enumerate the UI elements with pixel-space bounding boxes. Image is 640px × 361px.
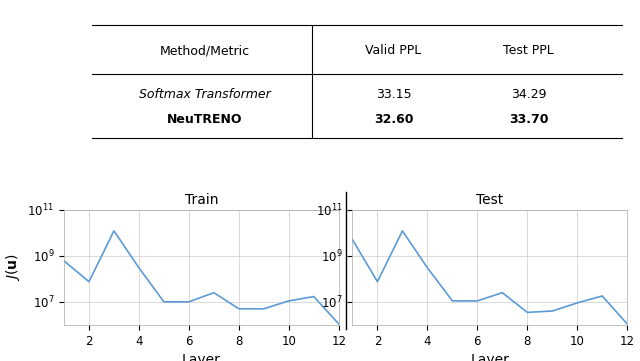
Y-axis label: $J(\mathbf{u})$: $J(\mathbf{u})$ [4,253,22,281]
X-axis label: Layer: Layer [182,353,221,361]
Text: Test PPL: Test PPL [503,44,554,57]
Title: Test: Test [476,193,504,207]
Text: 32.60: 32.60 [374,113,413,126]
Text: Method/Metric: Method/Metric [160,44,250,57]
Text: 33.15: 33.15 [376,88,412,101]
Text: Softmax Transformer: Softmax Transformer [139,88,271,101]
Text: 33.70: 33.70 [509,113,548,126]
Text: Valid PPL: Valid PPL [365,44,422,57]
Text: NeuTRENO: NeuTRENO [167,113,243,126]
X-axis label: Layer: Layer [470,353,509,361]
Text: 34.29: 34.29 [511,88,547,101]
Title: Train: Train [184,193,218,207]
